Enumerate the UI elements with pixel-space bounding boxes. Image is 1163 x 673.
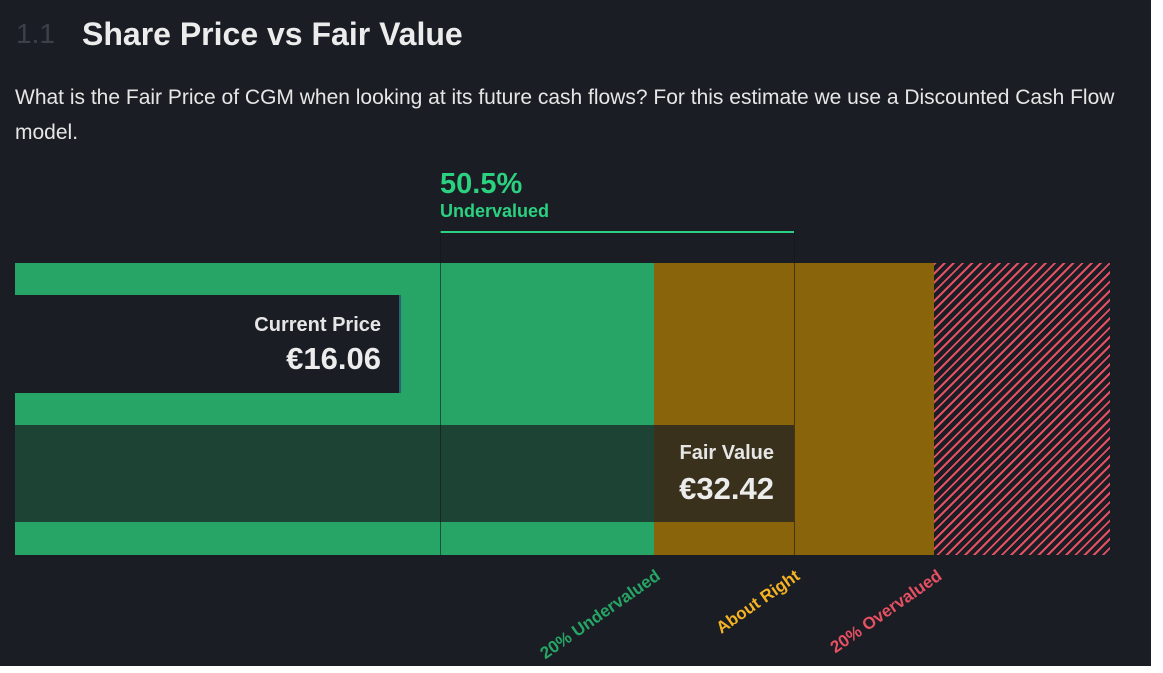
section-title: Share Price vs Fair Value (82, 16, 463, 52)
section-description: What is the Fair Price of CGM when looki… (15, 86, 1115, 144)
fair-value-label: Fair Value (679, 442, 775, 464)
zone-label-undervalued: 20% Undervalued (536, 566, 664, 663)
zone-overvalued-band (934, 263, 1110, 555)
fair-value-bar: Fair Value €32.42 (15, 425, 794, 522)
section-number: 1.1 (16, 18, 55, 49)
current-price-label: Current Price (254, 314, 381, 336)
current-price-bar: Current Price €16.06 (15, 295, 401, 393)
valuation-panel: 1.1 Share Price vs Fair Value What is th… (0, 0, 1151, 666)
undervalued-bracket (440, 231, 794, 233)
fair-value-marker-line (794, 231, 795, 555)
zone-label-about-right: About Right (712, 566, 803, 638)
fair-value-value: €32.42 (679, 471, 774, 506)
current-price-value: €16.06 (286, 341, 381, 376)
undervalued-percent: 50.5% (440, 168, 523, 200)
zone-label-overvalued: 20% Overvalued (826, 566, 945, 657)
valuation-status: Undervalued (440, 201, 550, 221)
current-price-marker-line (440, 231, 441, 555)
